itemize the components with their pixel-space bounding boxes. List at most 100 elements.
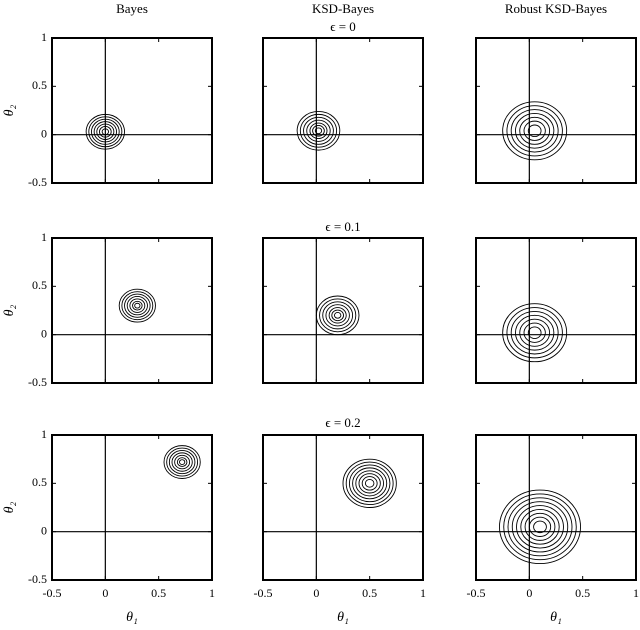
axes-box [475,434,637,581]
y-tick-label: 0.5 [32,475,47,489]
contour [134,302,141,309]
column-title: KSD-Bayes [312,1,374,16]
contour [358,473,381,494]
contours [502,303,568,363]
contour [93,121,117,143]
contour [510,311,559,355]
contour [503,493,577,561]
x-tick-label: 1 [209,586,215,600]
y-tick-label: 0 [41,326,47,340]
contour [319,298,357,333]
contours [315,295,360,336]
panel: -0.5 0 0.5 1 θ₁ [467,434,639,625]
contour [523,322,546,343]
contour [328,307,347,324]
contours [85,113,125,150]
contour [299,113,338,148]
contour [515,112,555,149]
contours [118,288,156,323]
contour [101,128,109,136]
panel [475,37,637,184]
contours [502,101,568,161]
contour [174,454,191,470]
y-tick-label: 0.5 [32,78,47,92]
axes-box [475,37,637,184]
contours [342,458,397,508]
x-tick-label: 1 [633,586,639,600]
contour [176,457,188,467]
contour [345,461,394,506]
contour [91,118,120,145]
contour [342,458,397,508]
contour [507,497,573,557]
y-tick-label: 1 [41,427,47,441]
contour [124,293,151,318]
contours [296,111,341,151]
row-title: ϵ = 0 [330,19,356,34]
y-axis-label: θ₂ [2,304,17,316]
contour [502,303,568,363]
contour [519,116,551,145]
contour [303,116,334,145]
axes-box [262,434,424,581]
y-axis-label: θ₂ [2,501,17,513]
contour [331,309,344,322]
contour [121,291,154,321]
y-tick-label: -0.5 [28,375,47,389]
axes-box [51,237,213,384]
y-tick-label: 0.5 [32,278,47,292]
x-tick-label: 1 [420,586,426,600]
contour [322,301,354,330]
panel: -0.5 0 0.5 1 θ₂ [2,30,213,189]
x-tick-label: -0.5 [43,586,62,600]
contour [85,113,125,150]
contour [314,127,323,135]
contours [163,445,201,479]
axes-box [262,37,424,184]
contour [510,109,559,153]
contour [334,311,342,319]
y-axis-label: θ₂ [2,104,17,116]
panel [262,237,424,384]
contour [527,124,542,138]
contour [315,295,360,336]
contours [499,489,581,565]
contour [506,105,563,157]
contour [325,304,350,327]
x-tick-label: 0.5 [575,586,590,600]
contour [499,489,581,565]
panel [262,37,424,184]
contour [88,116,123,148]
contour [166,447,199,477]
contour [163,445,201,479]
y-tick-label: 0 [41,523,47,537]
panel: -0.5 0 0.5 1 θ₂ [2,230,213,389]
y-tick-label: -0.5 [28,572,47,586]
contour [168,450,196,475]
contour [352,467,388,500]
contour [296,111,341,151]
contour [99,125,112,138]
x-axis-label: θ₁ [126,610,138,625]
contour [171,452,193,472]
contour [309,122,328,139]
contour [520,508,560,545]
x-tick-label: 0 [526,586,532,600]
panel: -0.5 0 0.5 1 θ₁ [254,434,426,625]
x-tick-label: -0.5 [467,586,486,600]
x-tick-label: 0 [313,586,319,600]
contour [118,288,156,323]
row-title: ϵ = 0.2 [325,415,360,430]
contour [515,314,555,351]
x-axis-label: θ₁ [550,610,562,625]
contour [361,476,378,491]
axes-box [262,237,424,384]
contour [524,512,556,541]
contour [502,101,568,161]
contour [506,307,563,359]
contour [306,119,331,142]
y-tick-label: 1 [41,230,47,244]
x-tick-label: 0.5 [151,586,166,600]
contour [528,516,552,537]
